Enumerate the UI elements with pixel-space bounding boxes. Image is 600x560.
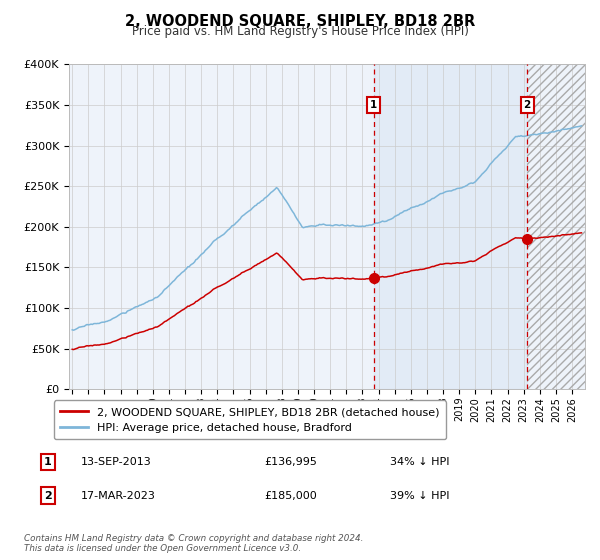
Text: Price paid vs. HM Land Registry's House Price Index (HPI): Price paid vs. HM Land Registry's House … <box>131 25 469 38</box>
Text: 39% ↓ HPI: 39% ↓ HPI <box>390 491 449 501</box>
Text: £136,995: £136,995 <box>264 457 317 467</box>
Text: 2: 2 <box>44 491 52 501</box>
Text: 13-SEP-2013: 13-SEP-2013 <box>81 457 152 467</box>
Text: £185,000: £185,000 <box>264 491 317 501</box>
Text: Contains HM Land Registry data © Crown copyright and database right 2024.
This d: Contains HM Land Registry data © Crown c… <box>24 534 364 553</box>
Bar <box>527 64 585 389</box>
Text: 2, WOODEND SQUARE, SHIPLEY, BD18 2BR: 2, WOODEND SQUARE, SHIPLEY, BD18 2BR <box>125 14 475 29</box>
Bar <box>374 64 527 389</box>
Text: 1: 1 <box>44 457 52 467</box>
Text: 34% ↓ HPI: 34% ↓ HPI <box>390 457 449 467</box>
Text: 1: 1 <box>370 100 377 110</box>
Legend: 2, WOODEND SQUARE, SHIPLEY, BD18 2BR (detached house), HPI: Average price, detac: 2, WOODEND SQUARE, SHIPLEY, BD18 2BR (de… <box>53 400 446 439</box>
Text: 2: 2 <box>523 100 531 110</box>
Text: 17-MAR-2023: 17-MAR-2023 <box>81 491 156 501</box>
